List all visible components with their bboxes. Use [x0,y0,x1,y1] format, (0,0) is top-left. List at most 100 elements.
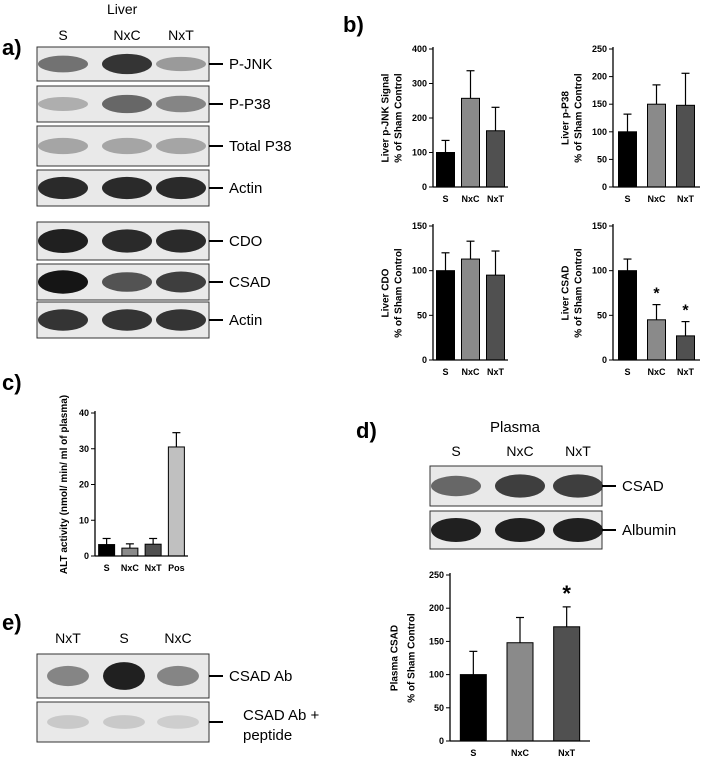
ab-lane-label-nxt: NxT [55,630,81,646]
liver-blot-band [38,55,88,73]
liver-blot-title: Liver [107,1,138,17]
ab-row-label-2-line-2: peptide [243,727,292,744]
bar-chart-3: S NxC NxT 0 50 100 150 Liver CDO% of Sham Contr… [381,221,508,377]
x-tick-label: NxC [121,563,140,573]
liver-blot-row-label: Total P38 [229,138,292,155]
y-axis-label: % of Sham Control [394,73,405,163]
bar-nxt [486,274,505,361]
ab-blot-row-1: CSAD Ab [36,653,292,699]
x-tick-label: NxC [647,194,666,204]
x-tick-label: S [442,194,448,204]
y-tick-label: 200 [429,603,444,613]
y-tick-label: 150 [412,221,427,231]
ab-blot-row-2 [36,701,223,743]
liver-blot-band [102,94,152,114]
bar-nxc [647,319,666,361]
panel-label-b: b) [343,12,364,37]
y-tick-label: 0 [84,551,89,561]
y-tick-label: 0 [602,355,607,365]
x-tick-label: S [442,367,448,377]
y-tick-label: 250 [592,44,607,54]
liver-blot-row-5: CDO [36,221,262,261]
bar-nxt [553,626,581,742]
antibody-blot-panel: NxT S NxC CSAD Ab CSAD Ab + peptide [36,630,320,744]
plasma-blot-band [553,474,603,498]
bar-nxt [676,104,695,188]
y-tick-label: 100 [429,670,444,680]
bar-chart-1: S NxC NxT 0 100 200 300 400 Liver p-JNK Signal% … [381,44,508,204]
y-axis-label: % of Sham Control [574,248,585,338]
plasma-blot-title: Plasma [490,419,541,436]
liver-blot-band [38,137,88,155]
liver-blot-row-4: Actin [36,169,262,207]
bar-s [98,544,116,557]
y-tick-label: 100 [412,148,427,158]
plasma-blot-band [431,517,481,543]
liver-lane-label-nxt: NxT [168,27,194,43]
plasma-blot-row-label: Albumin [622,522,676,539]
liver-blot-row-label: Actin [229,180,262,197]
bar-chart-2: S NxC NxT 0 50 100 150 200 250 Liver p-P38% of Sh… [561,44,700,204]
x-tick-label: NxT [145,563,163,573]
x-tick-label: NxC [461,194,480,204]
y-tick-label: 250 [429,570,444,580]
x-tick-label: S [104,563,110,573]
liver-blot-row-label: CDO [229,233,262,250]
x-tick-label: NxT [558,748,576,758]
liver-blot-band [38,228,88,254]
y-tick-label: 200 [412,113,427,123]
bar-chart-4: S * NxC * NxT 0 50 100 150 Liver CSAD% of Sham Co… [561,221,700,377]
y-tick-label: 100 [592,127,607,137]
ab-lane-label-nxc: NxC [164,630,191,646]
y-axis-label: ALT activity (nmol/ min/ ml of plasma) [59,395,70,574]
liver-blot-row-label: P-P38 [229,96,271,113]
x-tick-label: Pos [168,563,185,573]
bar-s [436,152,455,188]
liver-lane-label-nxc: NxC [113,27,140,43]
bar-s [436,270,455,361]
ab-blot-row-label: CSAD Ab [229,668,292,685]
liver-blot-band [102,53,152,75]
liver-blot-band [38,309,88,331]
ab-row-label-2-line-1: CSAD Ab + [243,707,320,724]
plasma-blot-band [553,517,603,543]
ab-blot-band [47,715,89,729]
y-axis-label: Liver p-P38 [561,91,572,145]
liver-blot-row-1: P-JNK [36,46,272,82]
liver-blot-band [102,176,152,200]
liver-blot-row-label: P-JNK [229,56,272,73]
bar-nxc [461,258,480,361]
y-tick-label: 100 [412,266,427,276]
plasma-blot-band [495,474,545,498]
y-tick-label: 40 [79,408,89,418]
liver-lane-label-s: S [58,27,67,43]
y-axis-label: Liver CSAD [561,265,572,320]
ab-blot-band [47,665,89,687]
plasma-blot-panel: Plasma S NxC NxT CSAD Albumin [429,419,676,550]
y-tick-label: 50 [434,703,444,713]
bar-s [618,270,637,361]
y-tick-label: 0 [439,736,444,746]
ab-blot-band [157,665,199,687]
y-tick-label: 300 [412,79,427,89]
plasma-blot-row-2: Albumin [429,510,676,550]
y-tick-label: 20 [79,480,89,490]
bar-s [618,131,637,188]
significance-marker: * [562,581,571,606]
liver-blot-band [156,309,206,331]
panel-label-d: d) [356,418,377,443]
liver-blot-row-3: Total P38 [36,125,292,167]
liver-blot-row-6: CSAD [36,263,271,301]
plasma-blot-band [431,475,481,497]
x-tick-label: NxC [511,748,530,758]
liver-blot-band [102,229,152,253]
bar-nxc [461,97,480,188]
y-axis-label: % of Sham Control [394,248,405,338]
plasma-lane-label-nxc: NxC [506,443,533,459]
bar-pos [167,446,185,557]
y-tick-label: 0 [422,355,427,365]
y-axis-label: % of Sham Control [574,73,585,163]
y-axis-label: Liver p-JNK Signal [381,73,392,162]
bar-nxt [676,335,695,361]
